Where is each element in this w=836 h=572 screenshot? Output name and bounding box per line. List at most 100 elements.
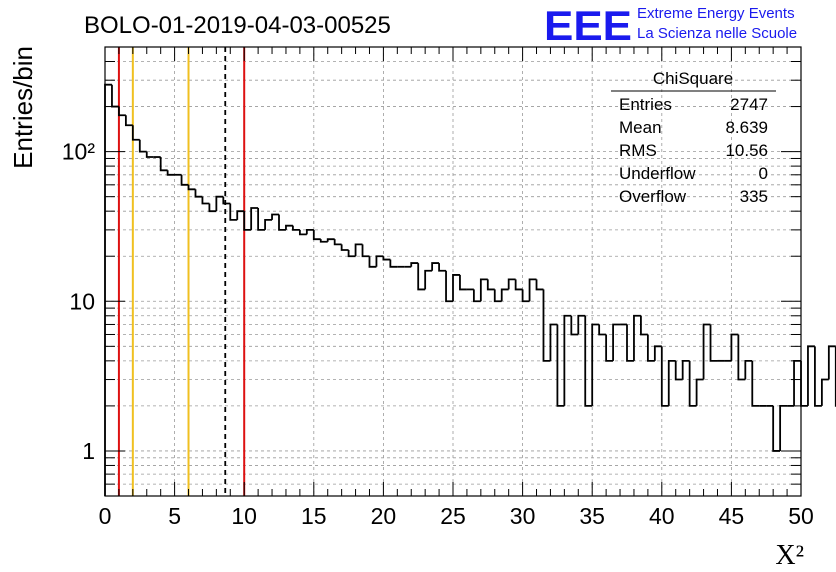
histogram-bin <box>626 324 634 362</box>
histogram-bin <box>646 334 655 362</box>
stats-label-overflow: Overflow <box>619 187 687 206</box>
histogram-bin <box>800 360 808 407</box>
histogram-bin <box>479 278 488 302</box>
stats-value-mean: 8.639 <box>725 118 768 137</box>
x-tick-label: 35 <box>579 503 605 529</box>
y-tick-label: 10 <box>69 288 95 314</box>
histogram-bin <box>438 263 447 272</box>
x-tick-label: 25 <box>440 503 466 529</box>
histogram-bin <box>535 279 544 291</box>
stats-label-rms: RMS <box>619 141 657 160</box>
histogram-bin <box>486 279 495 291</box>
histogram-bin <box>751 360 760 407</box>
histogram-bin <box>215 195 224 212</box>
stats-value-underflow: 0 <box>759 164 768 183</box>
grid <box>105 46 801 497</box>
histogram-bin <box>640 315 648 336</box>
x-tick-label: 40 <box>649 503 675 529</box>
histogram-bin <box>375 255 384 267</box>
histogram-bin <box>187 184 196 191</box>
histogram-bin <box>521 289 530 303</box>
histogram-bin <box>702 323 711 380</box>
stats-title: ChiSquare <box>653 69 733 88</box>
histogram-bin <box>361 244 370 258</box>
histogram-bin <box>208 203 217 213</box>
histogram-bin <box>124 115 133 127</box>
histogram-bin <box>271 213 279 220</box>
histogram-bin <box>201 196 210 205</box>
stats-value-entries: 2747 <box>730 95 768 114</box>
stats-box: ChiSquare Entries 2747 Mean 8.639 RMS 10… <box>611 69 776 206</box>
histogram-bin <box>591 323 600 406</box>
stats-label-entries: Entries <box>619 95 672 114</box>
histogram-bin <box>236 210 245 220</box>
stats-label-mean: Mean <box>619 118 662 137</box>
plot-frame <box>104 46 802 497</box>
histogram-bin <box>278 214 286 231</box>
histogram-bin <box>730 333 739 361</box>
reference-lines <box>117 47 246 496</box>
histogram-bin <box>285 224 293 230</box>
histogram-bin <box>563 314 572 406</box>
x-tick-label: 45 <box>719 503 745 529</box>
eee-logo-mark: EEE <box>544 2 632 49</box>
stats-value-rms: 10.56 <box>725 141 768 160</box>
x-tick-label: 15 <box>301 503 327 529</box>
histogram-bin <box>368 256 377 268</box>
histogram-bin <box>222 196 231 205</box>
histogram-bin <box>793 359 801 406</box>
histogram-bin <box>507 278 516 290</box>
histogram-bin <box>347 250 356 258</box>
histogram-bin <box>166 170 175 176</box>
histogram-bin <box>111 84 119 108</box>
histogram-bin <box>292 225 300 231</box>
x-tick-label: 0 <box>99 503 112 529</box>
histogram-bin <box>452 274 460 302</box>
x-tick-label: 50 <box>788 503 814 529</box>
histogram-bin <box>431 262 440 271</box>
histogram-bin <box>445 270 453 303</box>
histogram-bin <box>653 345 662 361</box>
stats-label-underflow: Underflow <box>619 164 696 183</box>
histogram-bin <box>333 239 342 246</box>
histogram-bin <box>807 345 815 406</box>
x-tick-label: 10 <box>231 503 257 529</box>
histogram-bin <box>500 288 509 302</box>
histogram-bin <box>493 289 502 303</box>
histogram-bin <box>417 263 426 291</box>
x-axis-label: X² <box>775 540 804 571</box>
y-tick-label: 1 <box>82 438 95 464</box>
y-tick-label: 10² <box>62 139 96 165</box>
histogram-bin <box>229 203 238 221</box>
histogram-bin <box>827 345 836 380</box>
x-tick-label: 20 <box>371 503 397 529</box>
eee-logo: EEE Extreme Energy Events La Scienza nel… <box>544 2 797 49</box>
histogram-bin <box>667 359 676 406</box>
histogram-bin <box>772 405 781 452</box>
histogram-bin <box>194 189 203 198</box>
histogram-bin <box>410 262 419 267</box>
histogram-bin <box>424 269 433 290</box>
histogram-bin <box>598 324 607 336</box>
eee-logo-line1: Extreme Energy Events <box>637 5 795 22</box>
histogram-bin <box>319 239 328 243</box>
histogram-bin <box>250 207 259 230</box>
histogram-bin <box>257 208 266 231</box>
histogram-bin <box>354 243 363 257</box>
histogram-bin <box>542 289 551 362</box>
histogram-bin <box>472 289 481 303</box>
histogram-bin <box>514 279 523 291</box>
histogram-bin <box>104 83 112 496</box>
histogram-bin <box>744 359 753 380</box>
histogram-bin <box>549 323 558 361</box>
histogram-bin <box>180 174 189 186</box>
histogram-bin <box>577 314 586 335</box>
histogram-bin <box>570 315 579 336</box>
histogram-bin <box>159 157 168 172</box>
histogram-bin <box>688 360 697 407</box>
stats-value-overflow: 335 <box>740 187 768 206</box>
histogram-bin <box>820 378 829 406</box>
histogram-bin <box>695 378 704 406</box>
histogram-bin <box>709 324 718 362</box>
